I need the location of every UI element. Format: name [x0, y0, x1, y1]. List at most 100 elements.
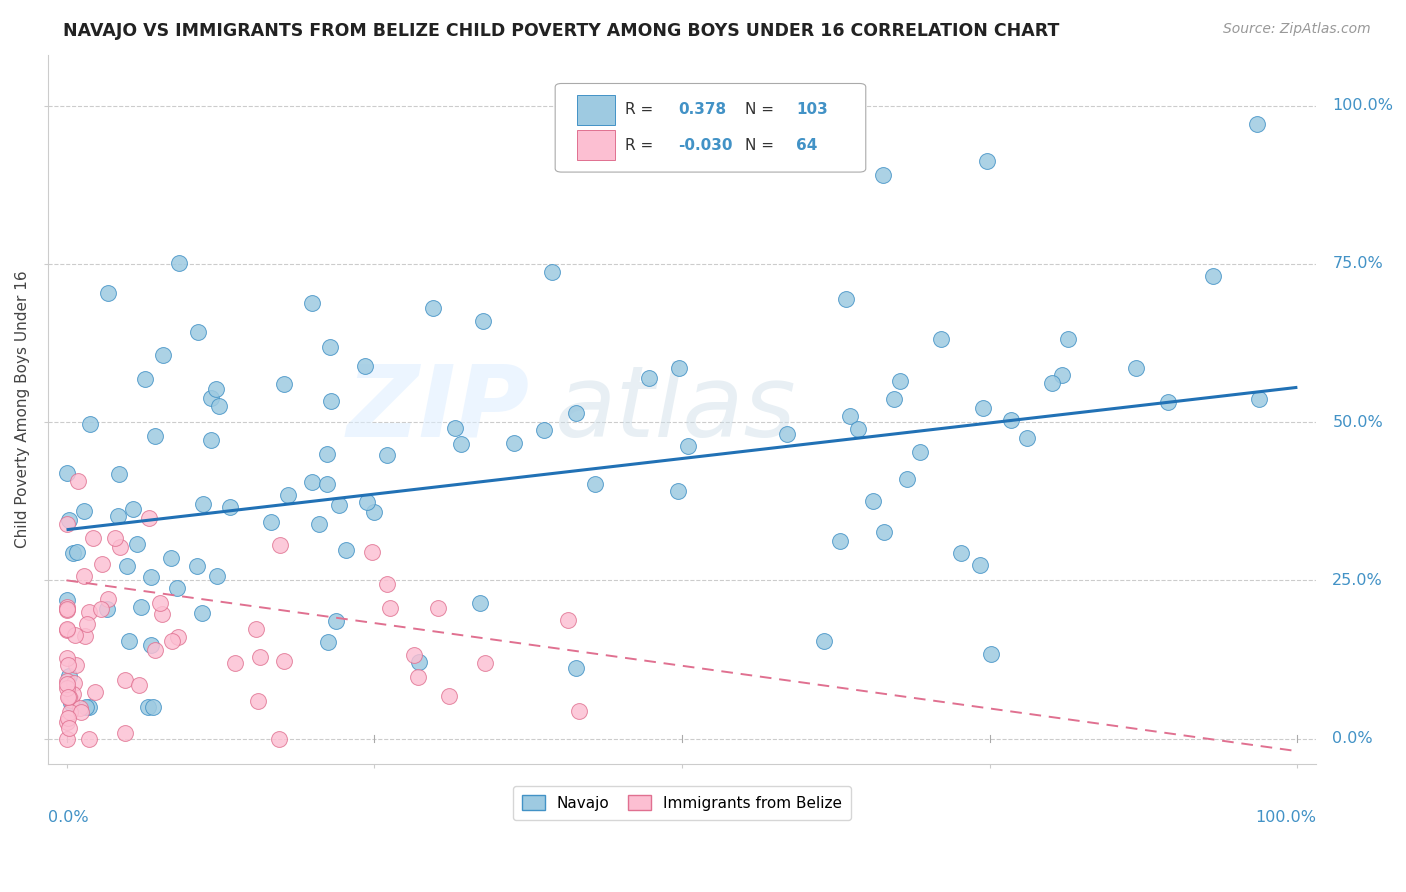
Point	[564, 661, 586, 675]
Point	[75, 699, 97, 714]
Point	[564, 406, 586, 420]
Point	[668, 361, 690, 376]
Point	[65, 658, 87, 673]
Point	[219, 500, 242, 515]
Point	[96, 601, 118, 615]
Point	[676, 439, 699, 453]
Point	[468, 596, 491, 610]
Point	[1249, 392, 1271, 407]
Point	[896, 471, 918, 485]
Point	[830, 533, 852, 548]
Point	[356, 494, 378, 508]
Point	[56, 714, 79, 729]
Point	[127, 536, 149, 550]
Point	[67, 475, 90, 489]
Point	[301, 296, 323, 310]
Point	[200, 391, 222, 405]
Point	[62, 546, 84, 560]
Point	[503, 436, 526, 450]
Point	[91, 557, 114, 571]
Point	[976, 154, 998, 169]
Point	[73, 568, 96, 582]
Text: R =: R =	[624, 137, 654, 153]
Point	[862, 493, 884, 508]
Point	[1040, 376, 1063, 391]
Point	[152, 348, 174, 362]
Text: NAVAJO VS IMMIGRANTS FROM BELIZE CHILD POVERTY AMONG BOYS UNDER 16 CORRELATION C: NAVAJO VS IMMIGRANTS FROM BELIZE CHILD P…	[63, 22, 1060, 40]
Text: N =: N =	[745, 137, 775, 153]
Point	[55, 467, 77, 481]
Point	[872, 168, 894, 182]
Point	[406, 670, 429, 684]
Point	[191, 497, 214, 511]
Point	[273, 377, 295, 392]
Point	[62, 686, 84, 700]
Text: atlas: atlas	[555, 361, 797, 458]
Point	[1202, 268, 1225, 283]
Point	[247, 694, 270, 708]
Point	[55, 681, 77, 695]
Point	[321, 394, 343, 409]
Point	[60, 696, 83, 710]
Point	[969, 558, 991, 572]
Point	[838, 409, 860, 424]
Point	[1000, 413, 1022, 427]
Point	[55, 677, 77, 691]
Point	[149, 596, 172, 610]
Point	[245, 622, 267, 636]
Point	[883, 392, 905, 406]
Point	[60, 693, 83, 707]
Point	[162, 634, 184, 648]
Point	[249, 650, 271, 665]
Point	[1125, 361, 1147, 376]
Point	[540, 264, 562, 278]
Text: ZIP: ZIP	[347, 361, 530, 458]
Point	[150, 607, 173, 621]
Point	[56, 622, 79, 636]
Text: R =: R =	[624, 103, 654, 117]
Point	[128, 678, 150, 692]
Point	[139, 638, 162, 652]
Point	[129, 599, 152, 614]
Point	[315, 477, 337, 491]
Text: 0.0%: 0.0%	[1333, 731, 1372, 746]
Point	[114, 673, 136, 688]
Point	[134, 371, 156, 385]
Point	[200, 433, 222, 447]
Point	[117, 558, 139, 573]
Point	[908, 444, 931, 458]
Point	[166, 581, 188, 595]
Point	[474, 656, 496, 670]
Point	[1017, 431, 1039, 445]
Point	[318, 635, 340, 649]
Point	[69, 701, 91, 715]
Point	[143, 643, 166, 657]
Point	[59, 705, 82, 719]
Text: 64: 64	[796, 137, 817, 153]
Point	[929, 332, 952, 346]
Point	[375, 576, 398, 591]
Point	[316, 447, 339, 461]
Point	[73, 503, 96, 517]
Point	[308, 517, 330, 532]
Point	[980, 647, 1002, 661]
Point	[58, 690, 80, 704]
Legend: Navajo, Immigrants from Belize: Navajo, Immigrants from Belize	[513, 786, 851, 820]
Point	[361, 545, 384, 559]
Text: Source: ZipAtlas.com: Source: ZipAtlas.com	[1223, 22, 1371, 37]
Point	[835, 293, 858, 307]
FancyBboxPatch shape	[576, 95, 614, 125]
FancyBboxPatch shape	[576, 130, 614, 160]
Text: N =: N =	[745, 103, 775, 117]
Text: 25.0%: 25.0%	[1333, 573, 1384, 588]
Point	[55, 592, 77, 607]
Point	[224, 657, 246, 671]
Point	[166, 630, 188, 644]
Point	[277, 488, 299, 502]
Point	[873, 525, 896, 540]
Point	[75, 629, 97, 643]
Point	[557, 613, 579, 627]
Text: 50.0%: 50.0%	[1333, 415, 1384, 430]
Point	[972, 401, 994, 415]
Point	[143, 428, 166, 442]
